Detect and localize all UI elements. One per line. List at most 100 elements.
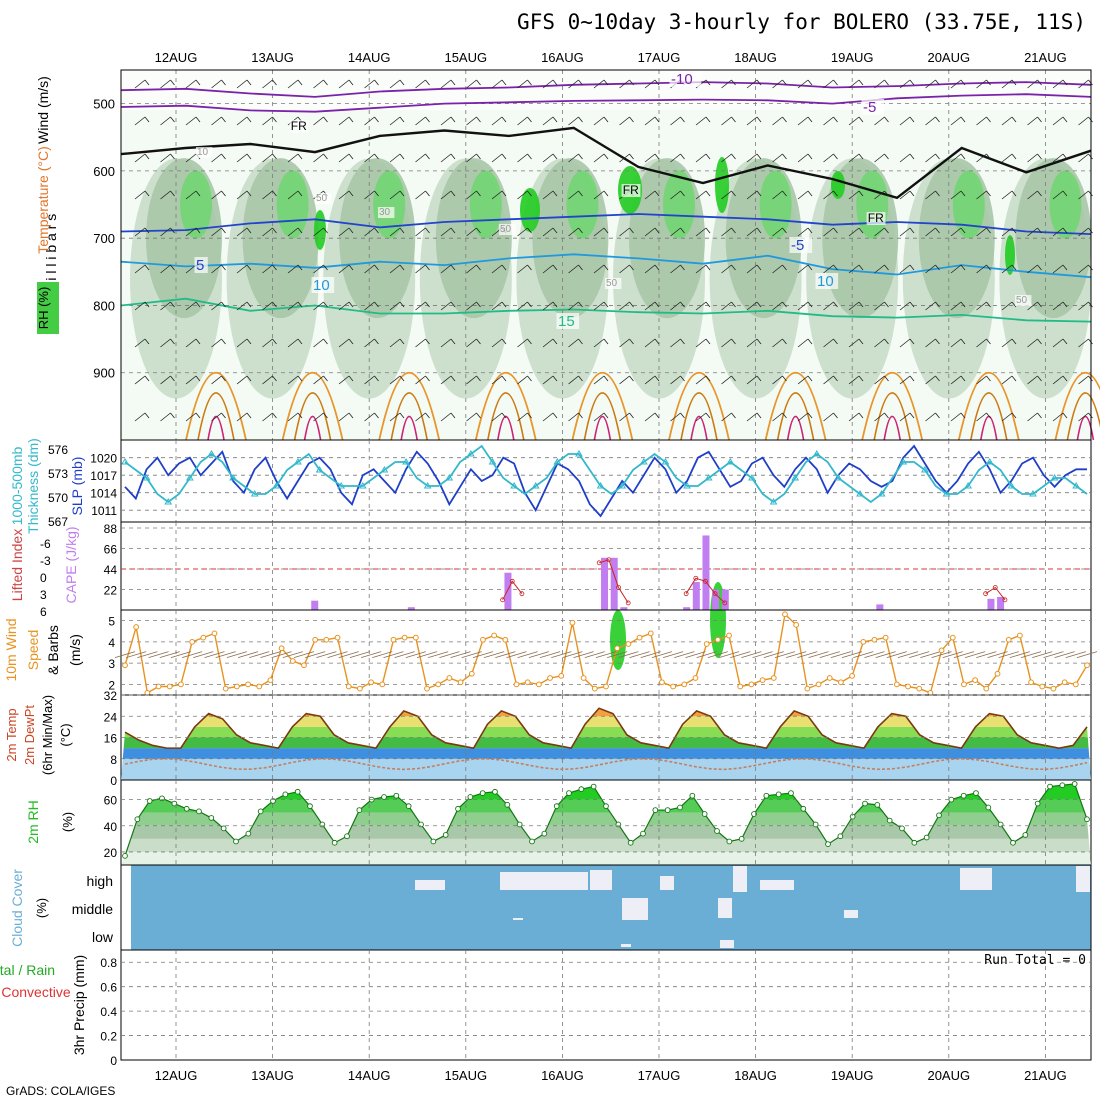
wind-barb — [170, 190, 175, 197]
cloud-gap — [960, 868, 992, 890]
wind-speed-point — [491, 632, 498, 639]
wind-barb — [542, 116, 554, 126]
pressure-tick: 500 — [93, 97, 115, 112]
wind-barb — [950, 153, 962, 163]
wind-barb — [644, 264, 656, 274]
wind-barb — [236, 79, 248, 89]
footer-credit: GrADS: COLA/IGES — [6, 1084, 116, 1098]
wind-barb — [364, 338, 375, 348]
wind-barb — [848, 116, 860, 126]
wind-barb — [221, 190, 226, 197]
surface-wind-barb — [640, 651, 661, 659]
wind-barb — [211, 153, 222, 163]
isotherm-warm — [487, 392, 525, 441]
wind-barb — [313, 375, 324, 385]
wind-barb — [374, 153, 379, 160]
wind-barb — [874, 301, 885, 311]
wind-barb — [680, 375, 685, 382]
wind-speed-point — [625, 641, 632, 647]
wind-barb — [348, 301, 354, 308]
wind-barb — [195, 79, 201, 86]
wind-speed-point — [401, 634, 408, 641]
wind-barb — [823, 153, 834, 163]
wind-barb — [899, 412, 911, 422]
wind-barb — [144, 338, 150, 345]
bottom-date-tick: 19AUG — [831, 1068, 874, 1083]
wind-barb — [960, 227, 966, 234]
wind-barb — [144, 264, 150, 271]
wind-barb — [185, 227, 197, 237]
wind-barb — [236, 153, 248, 163]
wind-barb — [195, 301, 201, 308]
contour-label-bg — [621, 184, 641, 197]
wind-barb — [705, 375, 711, 382]
wind-barb — [542, 264, 554, 274]
wind-barb — [170, 301, 175, 308]
wind-barb — [552, 79, 558, 86]
wind-barb — [221, 264, 226, 271]
cape-left-label: Lifted Index — [9, 529, 25, 601]
wind-barb — [338, 375, 350, 385]
wind-barb — [950, 190, 962, 200]
wind-barb — [527, 338, 532, 345]
surface-wind-barb — [730, 651, 751, 659]
wind-barb — [619, 301, 630, 311]
wind-barb — [578, 264, 583, 271]
wind-barb — [680, 116, 685, 123]
wind-barb — [134, 116, 146, 126]
wind-barb — [823, 412, 834, 422]
wind-barb — [909, 264, 915, 271]
wind-barb — [619, 375, 630, 385]
wind-barb — [160, 227, 171, 237]
wind-barb — [797, 375, 809, 385]
li-point — [722, 600, 728, 606]
surface-wind-barb — [573, 651, 594, 659]
wind-barb — [950, 375, 962, 385]
wind-speed-point — [748, 681, 755, 688]
contour-label-bg — [866, 212, 886, 225]
isotherm-warm — [378, 372, 441, 441]
cloud-gap — [718, 898, 732, 918]
wind-barb — [603, 412, 609, 419]
isotherm-line — [120, 213, 1092, 235]
wind-unit: (m/s) — [67, 634, 83, 666]
wind-speed-point — [949, 634, 956, 641]
li-point — [596, 560, 602, 566]
thickness-marker — [467, 450, 475, 457]
rh-point — [701, 811, 708, 817]
wind-barb — [976, 264, 987, 274]
wind-speed-point — [737, 683, 744, 690]
thickness-marker — [488, 458, 497, 465]
wind-barb — [364, 153, 375, 163]
isotherm-hot — [207, 415, 225, 441]
wind-barb — [552, 412, 558, 419]
isotherm-hot — [980, 415, 998, 441]
wind-barb — [935, 338, 940, 345]
thickness-marker — [1029, 490, 1037, 497]
wind-barb — [134, 79, 146, 89]
wind-barb — [848, 412, 860, 422]
wind-barb — [629, 116, 634, 123]
wind-barb — [603, 190, 609, 197]
li-point — [519, 591, 525, 597]
wind-barb — [746, 190, 758, 200]
thickness-tick: 573 — [48, 467, 68, 481]
thickness-marker — [337, 482, 346, 489]
wind-barb — [440, 338, 452, 348]
wind-barb — [160, 264, 171, 274]
wind-barb — [144, 116, 150, 123]
wind-barb — [884, 338, 889, 345]
wind-barb — [578, 190, 583, 197]
contour-label: 5 — [196, 257, 204, 274]
wind-barb — [670, 116, 681, 126]
wind-barb — [1001, 190, 1013, 200]
wind-barb — [399, 375, 405, 382]
wind-barb — [593, 301, 605, 311]
rh-point — [1047, 783, 1053, 790]
cape-bar — [407, 607, 415, 610]
wind-barb — [833, 264, 838, 271]
thickness-marker — [596, 482, 605, 489]
isotherm-warm — [764, 372, 827, 441]
wind-barb — [772, 116, 783, 126]
